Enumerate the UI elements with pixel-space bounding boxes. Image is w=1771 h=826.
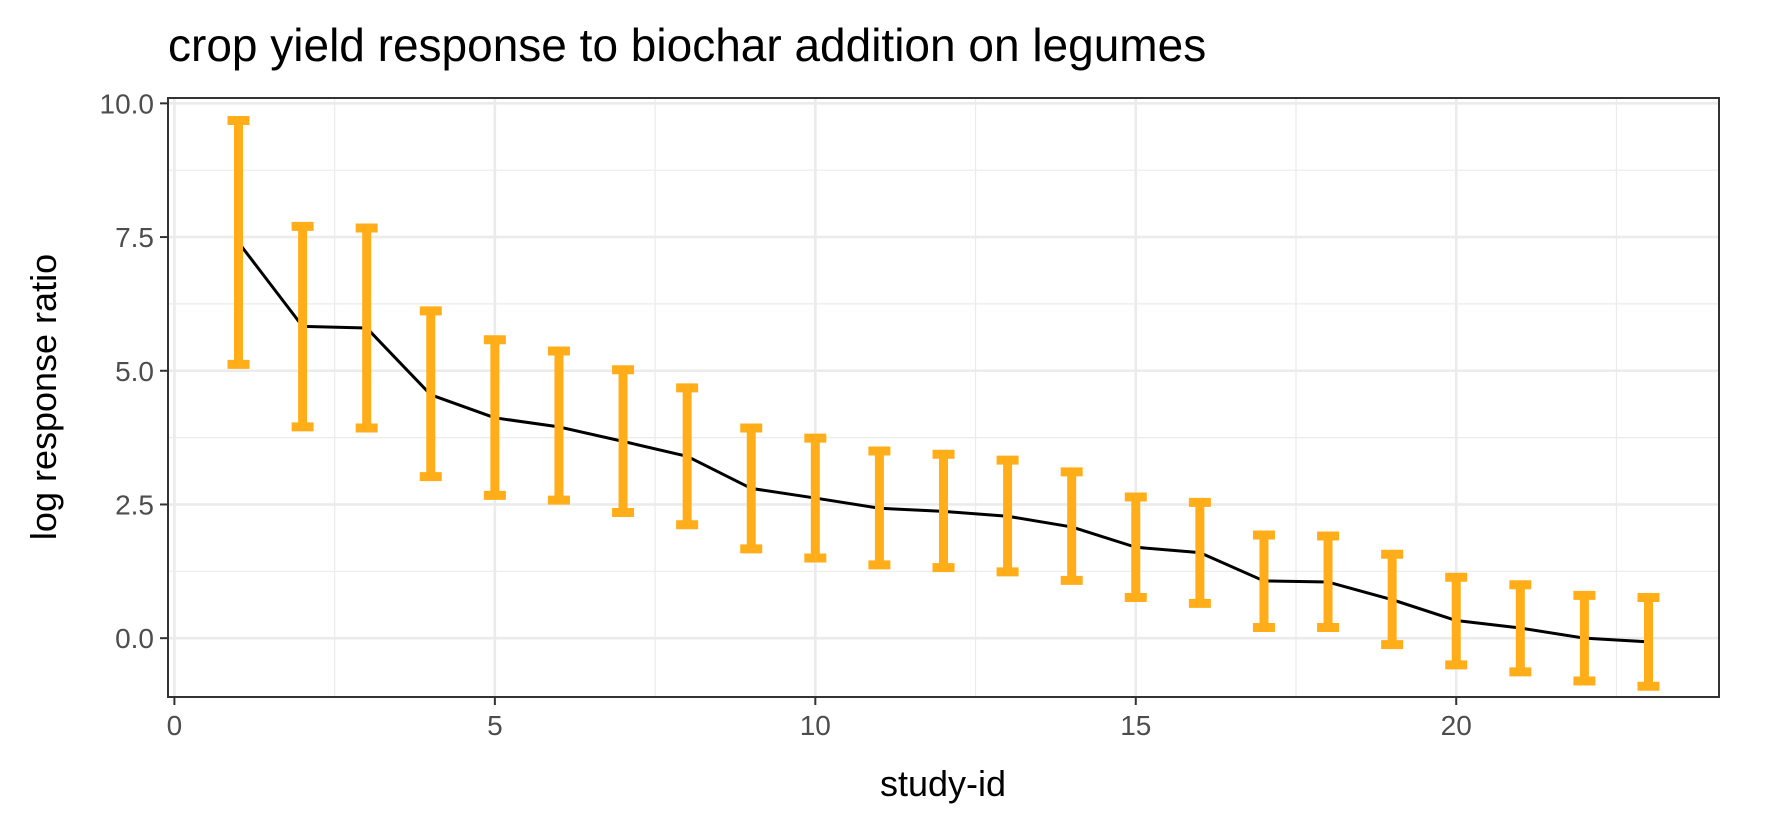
x-tick-label: 0 bbox=[167, 710, 183, 741]
y-tick-label: 10.0 bbox=[100, 88, 155, 119]
x-axis: 0 5 10 15 20 bbox=[167, 697, 1472, 741]
y-tick-label: 5.0 bbox=[115, 356, 154, 387]
x-tick-label: 10 bbox=[800, 710, 831, 741]
y-axis-title: log response ratio bbox=[23, 254, 64, 540]
y-tick-label: 7.5 bbox=[115, 222, 154, 253]
y-tick-label: 0.0 bbox=[115, 623, 154, 654]
x-axis-title: study-id bbox=[880, 763, 1006, 804]
error-bars bbox=[227, 115, 1660, 691]
chart-title: crop yield response to biochar addition … bbox=[168, 19, 1207, 71]
x-tick-label: 5 bbox=[487, 710, 503, 741]
panel-background bbox=[168, 98, 1719, 697]
x-tick-label: 20 bbox=[1441, 710, 1472, 741]
x-tick-label: 15 bbox=[1120, 710, 1151, 741]
y-axis: 0.0 2.5 5.0 7.5 10.0 bbox=[100, 88, 168, 654]
panel-border bbox=[167, 97, 1720, 698]
y-tick-label: 2.5 bbox=[115, 489, 154, 520]
